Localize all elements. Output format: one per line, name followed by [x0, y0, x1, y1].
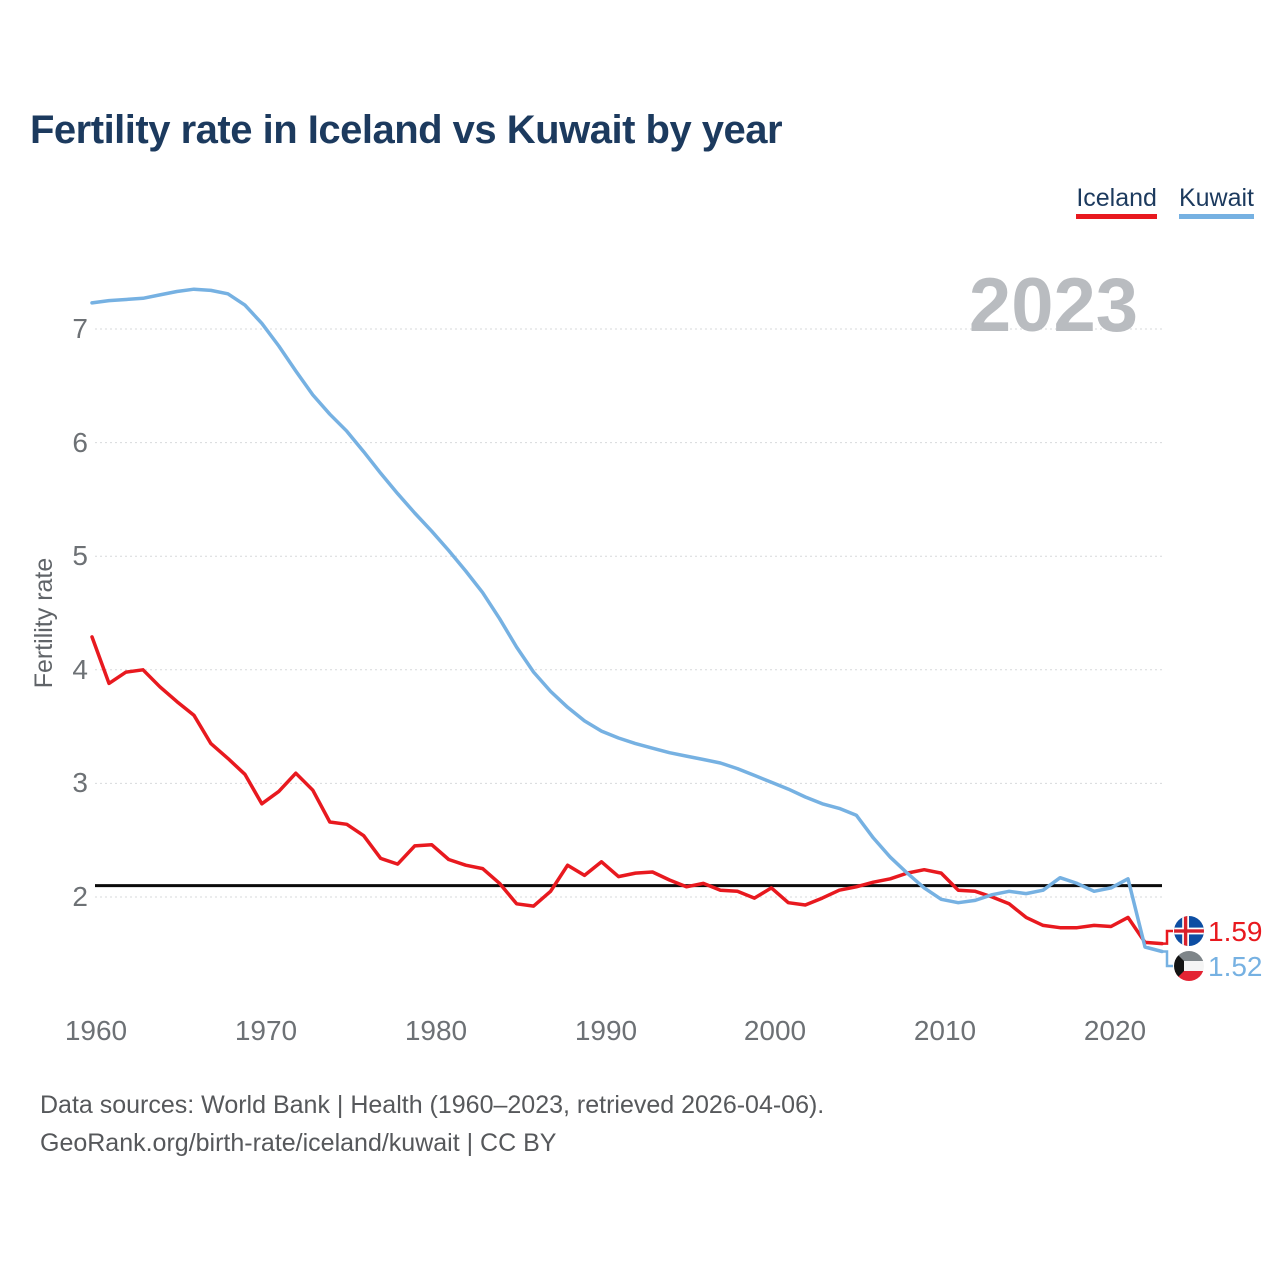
y-tick-label: 7 — [72, 313, 88, 344]
y-tick-label: 3 — [72, 767, 88, 798]
legend: Iceland Kuwait — [1076, 186, 1254, 219]
kuwait-line — [90, 287, 1164, 954]
legend-underline-iceland — [1076, 214, 1157, 219]
x-tick-label: 1980 — [404, 1015, 468, 1046]
x-tick-label: 2000 — [743, 1015, 807, 1046]
y-axis-title: Fertility rate — [30, 557, 58, 689]
watermark-year: 2023 — [968, 263, 1138, 348]
iceland-flag-icon — [1174, 916, 1204, 946]
kuwait-flag-icon — [1174, 951, 1204, 981]
y-tick-label: 6 — [72, 427, 88, 458]
kuwait-label-connector — [1162, 950, 1173, 968]
footer: Data sources: World Bank | Health (1960–… — [40, 1086, 824, 1162]
legend-label-kuwait: Kuwait — [1178, 184, 1254, 212]
footer-sources-line: Data sources: World Bank | Health (1960–… — [40, 1091, 825, 1119]
page-title: Fertility rate in Iceland vs Kuwait by y… — [30, 108, 783, 152]
x-tick-label: 1960 — [64, 1015, 128, 1046]
legend-label-iceland: Iceland — [1076, 184, 1157, 212]
x-tick-label: 2020 — [1083, 1015, 1147, 1046]
y-tick-label: 2 — [72, 881, 88, 912]
iceland-label-connector — [1162, 929, 1173, 945]
legend-item-kuwait[interactable]: Kuwait — [1178, 184, 1254, 219]
y-tick-label: 5 — [72, 540, 88, 571]
x-tick-label: 2010 — [913, 1015, 977, 1046]
x-tick-label: 1970 — [234, 1015, 298, 1046]
footer-attribution-line: GeoRank.org/birth-rate/iceland/kuwait | … — [40, 1129, 557, 1157]
legend-item-iceland[interactable]: Iceland — [1076, 186, 1157, 219]
legend-underline-kuwait — [1178, 214, 1254, 219]
y-tick-label: 4 — [72, 654, 88, 685]
x-tick-label: 1990 — [574, 1015, 638, 1046]
iceland-line — [90, 635, 1164, 946]
end-value-iceland: 1.59 — [1208, 916, 1263, 947]
end-value-kuwait: 1.52 — [1208, 951, 1263, 982]
